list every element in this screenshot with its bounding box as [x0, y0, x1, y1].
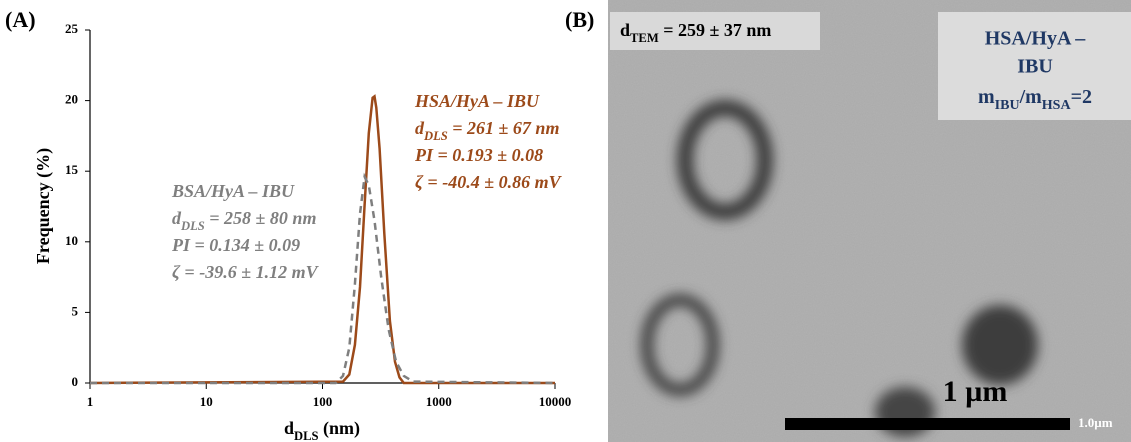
text-part: (nm) [319, 418, 361, 439]
series-line [89, 94, 555, 385]
annotation: PI = 0.193 ± 0.08 [414, 145, 543, 165]
text-part: d [415, 118, 425, 138]
text-part: /m [1019, 86, 1043, 108]
panel-label: (A) [5, 7, 36, 32]
text-part: = 258 ± 80 nm [205, 208, 317, 228]
series-line [90, 172, 556, 385]
series-name: HSA/HyA – IBU [414, 91, 540, 111]
y-tick-label: 25 [65, 21, 79, 36]
text-part: m [978, 86, 995, 108]
text-part: d [620, 20, 630, 40]
x-tick-label: 10 [200, 394, 213, 409]
scale-label: 1 µm [943, 375, 1008, 408]
sample-name: HSA/HyA – [985, 28, 1087, 50]
mass-ratio: mIBU/mHSA=2 [978, 86, 1092, 113]
x-tick-label: 10000 [539, 394, 572, 409]
text-part: DLS [180, 219, 205, 233]
text-part: DLS [294, 429, 319, 442]
text-part: = 259 ± 37 nm [659, 20, 772, 40]
y-tick-label: 5 [72, 303, 79, 318]
text-part: DLS [423, 129, 448, 143]
annotation: PI = 0.134 ± 0.09 [171, 235, 300, 255]
tem-diameter: dTEM = 259 ± 37 nm [620, 20, 771, 45]
annotation: dDLS = 258 ± 80 nm [172, 208, 316, 233]
y-tick-label: 20 [65, 92, 78, 107]
y-axis-title: Frequency (%) [33, 148, 54, 264]
text-part: = 261 ± 67 nm [448, 118, 560, 138]
text-part: TEM [630, 31, 659, 45]
text-part: IBU [995, 98, 1020, 113]
annotation: dDLS = 261 ± 67 nm [415, 118, 559, 143]
x-tick-label: 1000 [426, 394, 452, 409]
text-part: d [172, 208, 182, 228]
y-tick-label: 10 [65, 233, 78, 248]
label-box [610, 12, 820, 50]
x-axis-title: dDLS (nm) [284, 418, 360, 442]
y-tick-label: 0 [72, 374, 79, 389]
annotation: ζ = -39.6 ± 1.12 mV [172, 262, 320, 282]
panel-label: (B) [565, 7, 594, 32]
scale-bar [785, 418, 1070, 430]
x-tick-label: 1 [87, 394, 94, 409]
label-box [938, 12, 1131, 120]
text-part: =2 [1071, 86, 1092, 108]
scale-caption: 1.0µm [1078, 415, 1113, 430]
series-name: BSA/HyA – IBU [171, 181, 295, 201]
sample-name: IBU [1017, 56, 1053, 78]
annotation: ζ = -40.4 ± 0.86 mV [415, 172, 563, 192]
text-part: HSA [1042, 98, 1072, 113]
text-part: d [284, 418, 294, 438]
y-tick-label: 15 [65, 162, 79, 177]
x-tick-label: 100 [313, 394, 333, 409]
